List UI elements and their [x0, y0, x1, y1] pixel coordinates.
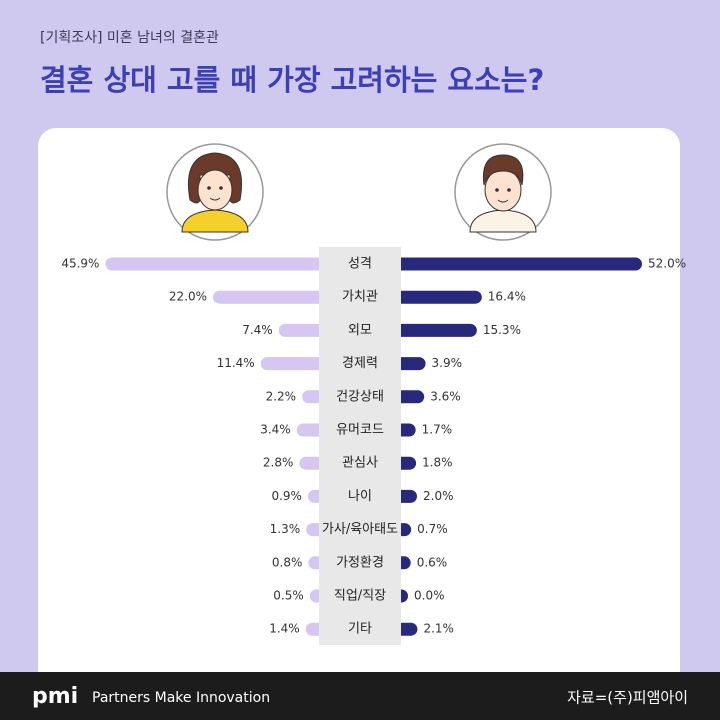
value-label: 1.8%: [422, 456, 453, 470]
value-label: 0.8%: [272, 555, 303, 569]
value-label: 7.4%: [242, 323, 273, 337]
value-label: 22.0%: [169, 290, 207, 304]
male-avatar: [454, 143, 552, 241]
value-label: 11.4%: [217, 356, 255, 370]
bar: [105, 257, 326, 271]
value-label: 0.5%: [273, 589, 304, 603]
value-label: 15.3%: [483, 323, 521, 337]
value-label: 52.0%: [648, 257, 686, 271]
category-label: 직업/직장: [334, 589, 386, 604]
brand-logo: pmi: [32, 684, 78, 709]
category-label: 경제력: [342, 356, 378, 371]
value-label: 1.3%: [270, 522, 301, 536]
value-label: 16.4%: [488, 290, 526, 304]
bar: [260, 357, 326, 371]
category-label: 가치관: [342, 290, 378, 305]
value-label: 2.1%: [423, 622, 454, 636]
category-label: 건강상태: [336, 389, 384, 404]
value-label: 3.9%: [432, 356, 463, 370]
bar: [394, 390, 425, 404]
bar: [296, 423, 326, 437]
category-label: 가정환경: [336, 555, 384, 570]
category-label: 가사/육아태도: [322, 522, 398, 537]
subtitle: [기획조사] 미혼 남녀의 결혼관: [40, 30, 219, 46]
source: 자료=(주)피앰아이: [567, 689, 688, 707]
category-label: 유머코드: [336, 423, 384, 438]
value-label: 1.7%: [422, 423, 453, 437]
category-label: 기타: [348, 622, 372, 637]
female-avatar: [166, 143, 264, 241]
value-label: 2.8%: [263, 456, 294, 470]
category-label: 관심사: [342, 456, 378, 471]
value-label: 1.4%: [269, 622, 300, 636]
slogan: Partners Make Innovation: [92, 690, 270, 706]
value-label: 0.9%: [271, 489, 302, 503]
value-label: 3.6%: [430, 389, 461, 403]
category-label: 성격: [348, 257, 372, 272]
value-label: 0.0%: [414, 589, 445, 603]
bar: [394, 357, 426, 371]
value-label: 0.7%: [417, 522, 448, 536]
value-label: 0.6%: [417, 555, 448, 569]
bar: [213, 290, 326, 304]
footer-bar: [0, 672, 720, 720]
category-label: 나이: [348, 489, 372, 504]
value-label: 2.2%: [266, 389, 297, 403]
category-label: 외모: [348, 323, 372, 338]
value-label: 2.0%: [423, 489, 454, 503]
bar: [394, 257, 642, 271]
bar: [394, 323, 477, 337]
value-label: 3.4%: [260, 423, 291, 437]
category-column: [319, 247, 401, 645]
bar: [394, 290, 482, 304]
bar: [278, 323, 326, 337]
value-label: 45.9%: [61, 257, 99, 271]
title: 결혼 상대 고를 때 가장 고려하는 요소는?: [40, 63, 544, 97]
